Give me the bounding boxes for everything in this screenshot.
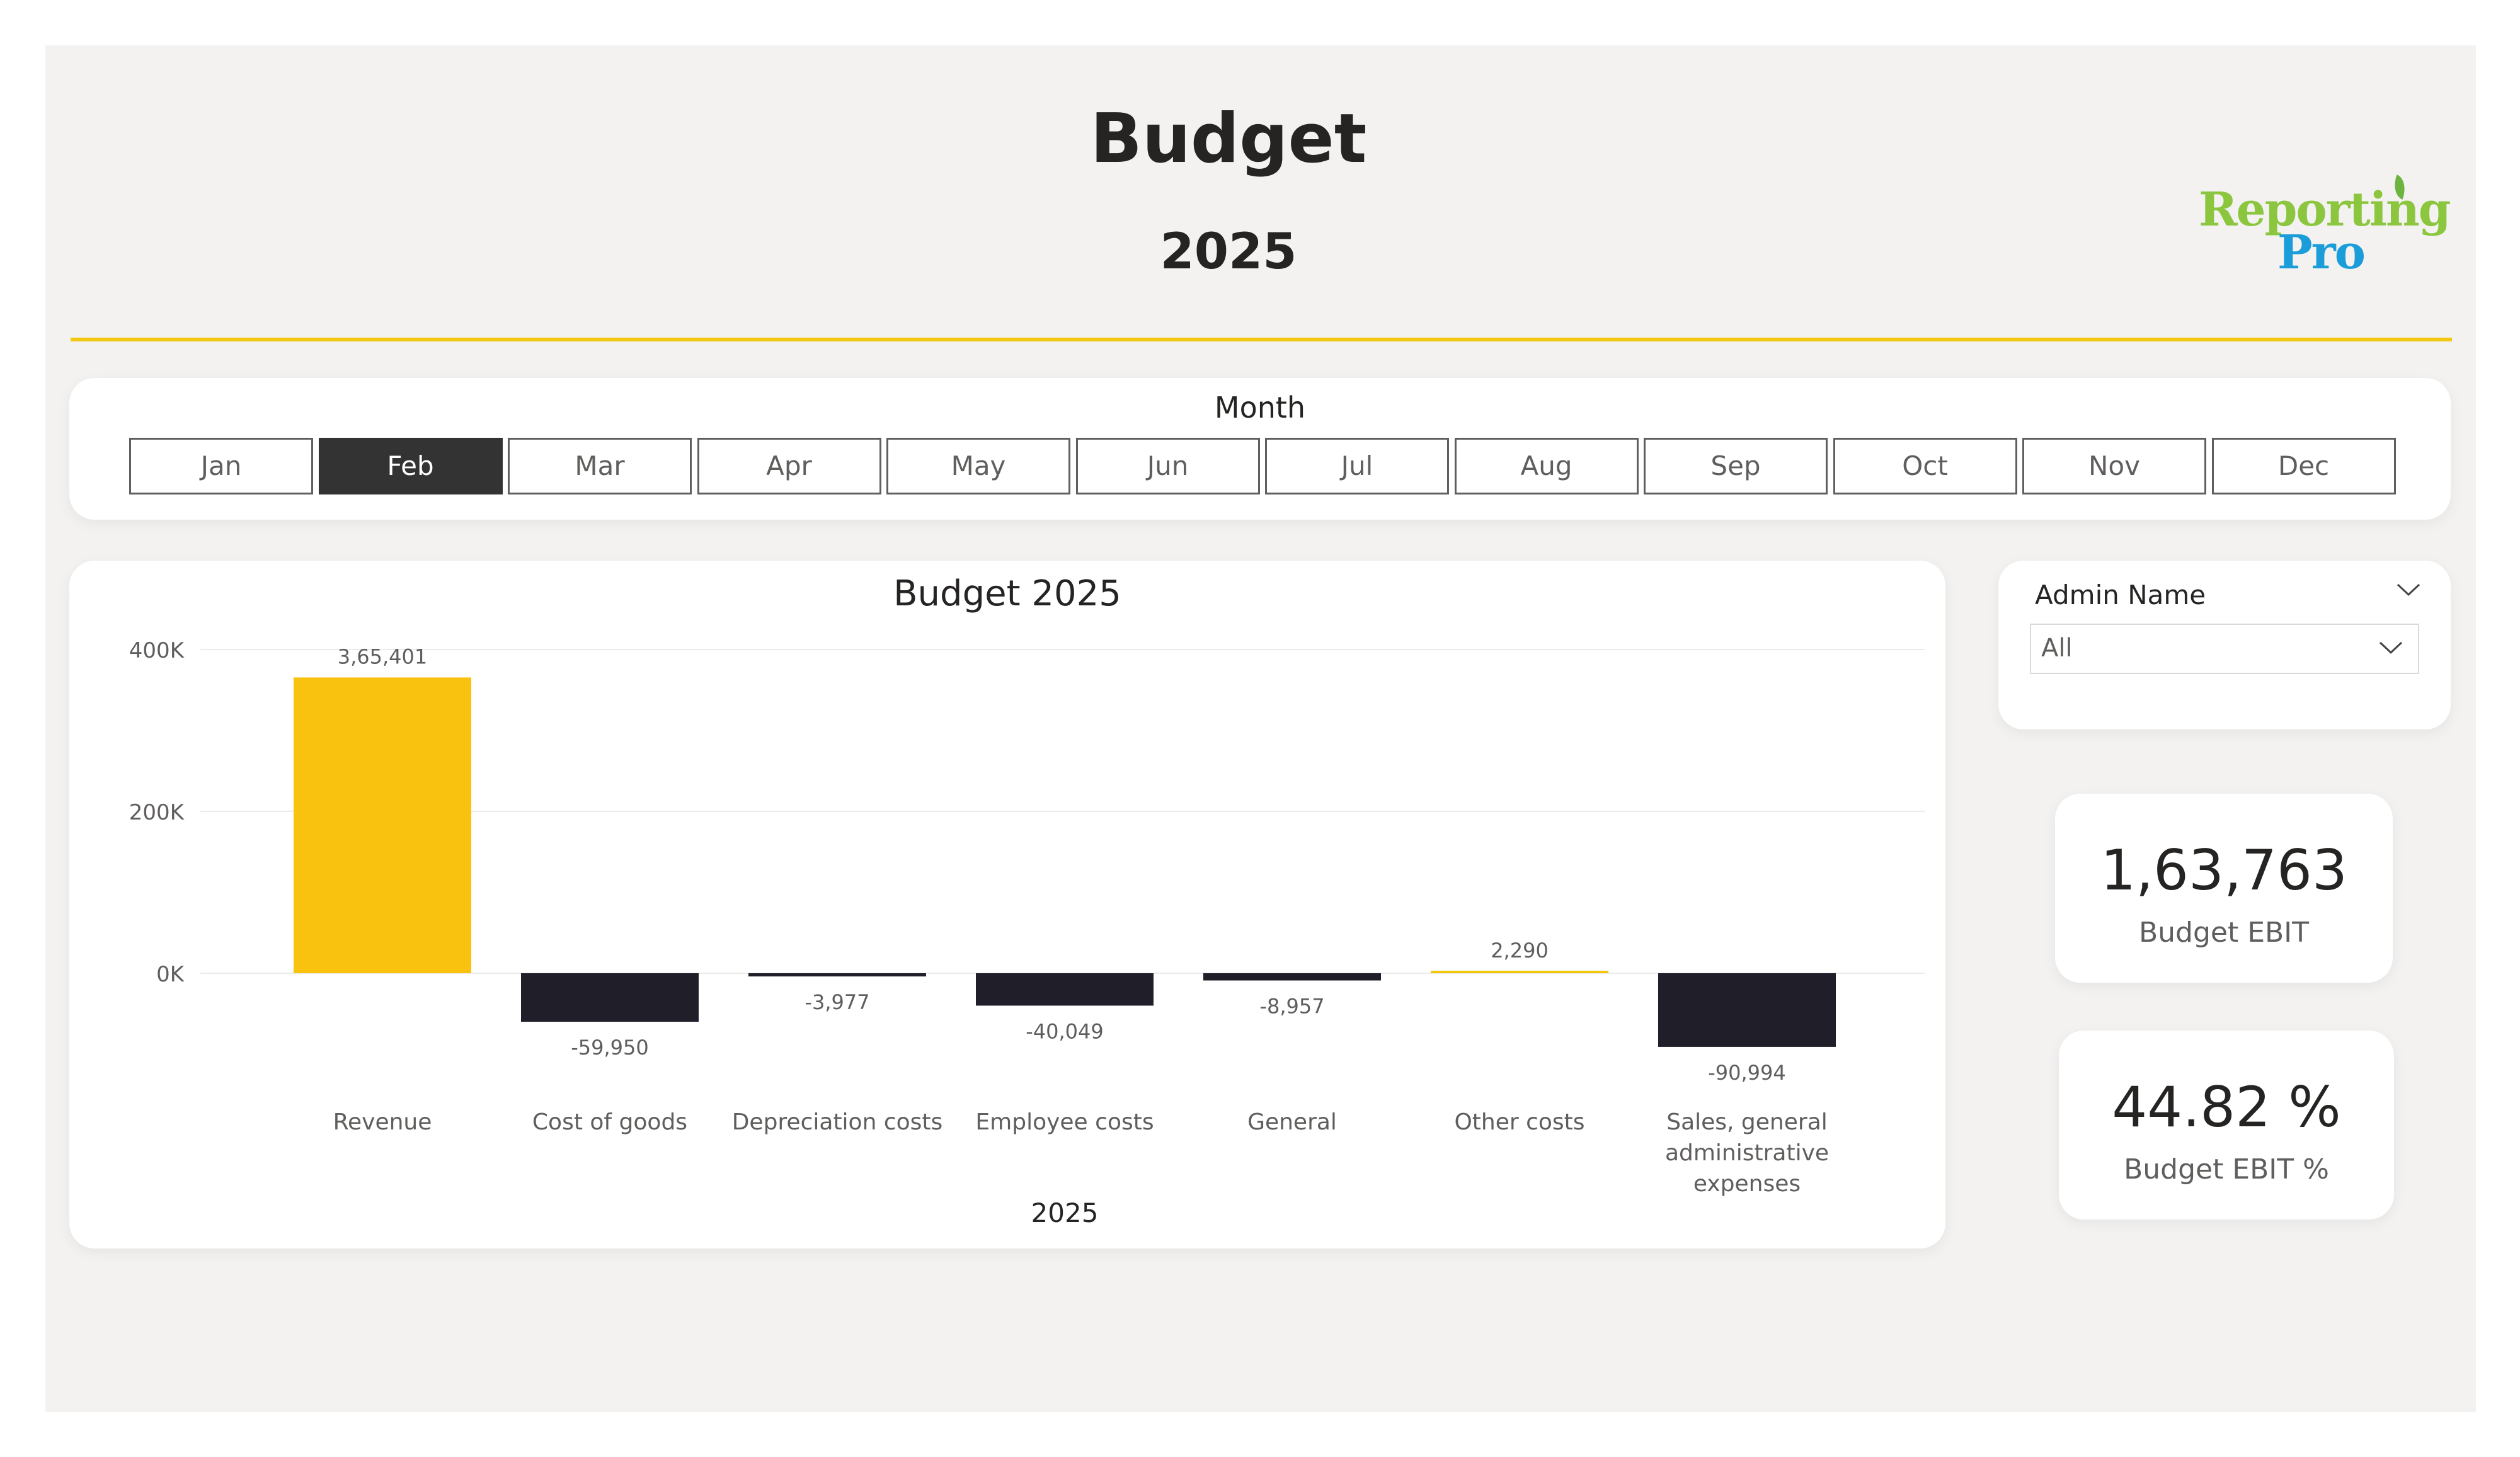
month-button-apr[interactable]: Apr: [697, 438, 881, 494]
bar-5[interactable]: [1431, 971, 1608, 973]
category-label: Revenue: [333, 1109, 432, 1135]
logo-text-pro: Pro: [2277, 226, 2366, 280]
page-title: Budget: [1090, 100, 1367, 178]
kpi-value: 1,63,763: [2100, 838, 2347, 903]
month-button-jun[interactable]: Jun: [1075, 438, 1260, 494]
month-button-mar[interactable]: Mar: [508, 438, 692, 494]
bar-3[interactable]: [976, 973, 1154, 1006]
data-label: -40,049: [1026, 1019, 1104, 1043]
x-axis-title: 2025: [1031, 1197, 1099, 1228]
reporting-pro-logo: Reporting Pro: [2199, 174, 2451, 283]
data-label: 2,290: [1491, 939, 1549, 963]
bar-4[interactable]: [1203, 973, 1381, 981]
category-label: Depreciation costs: [732, 1109, 943, 1135]
month-button-aug[interactable]: Aug: [1454, 438, 1639, 494]
admin-name-value: All: [2041, 634, 2073, 663]
category-label: Sales, general: [1666, 1109, 1828, 1135]
y-tick-label: 400K: [129, 638, 185, 663]
chevron-down-icon: [2379, 641, 2403, 654]
logo-text-reporting: Reporting: [2199, 183, 2451, 237]
month-button-jul[interactable]: Jul: [1265, 438, 1449, 494]
data-label: -90,994: [1708, 1061, 1786, 1085]
bar-1[interactable]: [521, 973, 699, 1022]
month-button-may[interactable]: May: [886, 438, 1070, 494]
month-button-jan[interactable]: Jan: [129, 438, 313, 494]
page-subtitle: 2025: [1160, 224, 1297, 280]
month-button-nov[interactable]: Nov: [2022, 438, 2206, 494]
y-tick-label: 200K: [129, 800, 185, 825]
category-label: General: [1247, 1109, 1337, 1135]
data-label: -3,977: [805, 990, 869, 1014]
month-button-sep[interactable]: Sep: [1644, 438, 1828, 494]
month-slicer-label: Month: [1214, 391, 1306, 425]
category-label: expenses: [1693, 1171, 1801, 1197]
budget-bar-chart: 0K 200K 400K 3,65,401 Revenue -59,950 Cost of …: [129, 638, 1925, 1228]
category-label: Other costs: [1454, 1109, 1584, 1135]
data-label: -59,950: [571, 1036, 649, 1060]
admin-name-dropdown[interactable]: All: [2030, 624, 2419, 674]
admin-name-label: Admin Name: [2035, 580, 2206, 610]
admin-name-slicer: Admin Name All: [1998, 561, 2451, 729]
kpi-label: Budget EBIT %: [2124, 1153, 2329, 1186]
bar-0[interactable]: [294, 677, 471, 973]
kpi-card-budget-ebit: 1,63,763 Budget EBIT: [2055, 794, 2393, 983]
category-label: Employee costs: [975, 1109, 1154, 1135]
data-label: 3,65,401: [338, 644, 428, 668]
kpi-label: Budget EBIT: [2138, 917, 2310, 949]
kpi-value: 44.82 %: [2112, 1075, 2341, 1140]
category-label: administrative: [1665, 1140, 1829, 1166]
chart-title: Budget 2025: [893, 573, 1121, 614]
budget-chart-card: Budget 2025 0K 200K 400K 3,65,401 Revenue -59…: [69, 561, 1945, 1248]
month-button-oct[interactable]: Oct: [1833, 438, 2017, 494]
chevron-down-icon[interactable]: [2393, 574, 2424, 606]
month-slicer: Month Jan Feb Mar Apr May Jun Jul Aug Sep Oct Nov D…: [69, 378, 2451, 520]
bar-6[interactable]: [1658, 973, 1836, 1047]
kpi-card-budget-ebit-percent: 44.82 % Budget EBIT %: [2059, 1031, 2394, 1220]
header-divider: [71, 338, 2452, 341]
category-label: Cost of goods: [532, 1109, 687, 1135]
y-tick-label: 0K: [156, 962, 185, 987]
bar-2[interactable]: [748, 973, 926, 977]
month-button-dec[interactable]: Dec: [2211, 438, 2396, 494]
month-button-feb[interactable]: Feb: [318, 438, 503, 494]
data-label: -8,957: [1259, 995, 1324, 1019]
